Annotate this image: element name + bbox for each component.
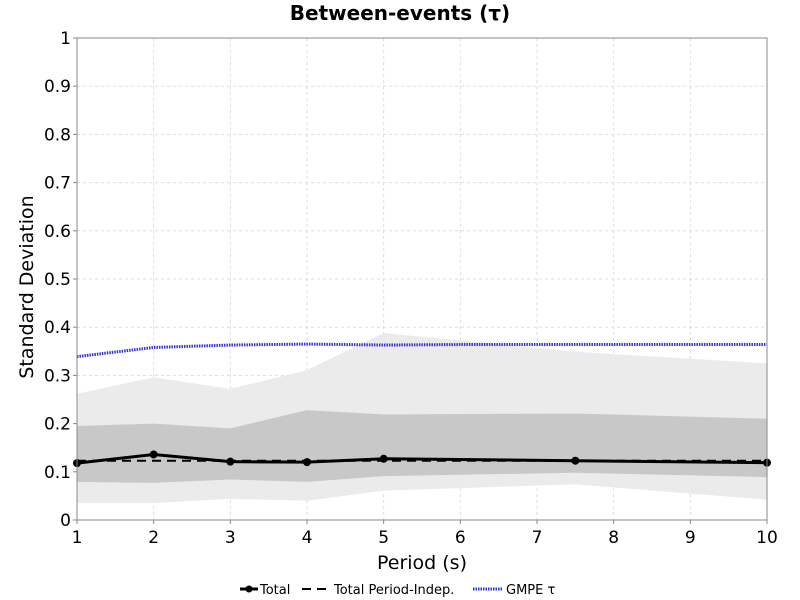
x-tick-label-4: 5 [378,528,389,548]
series-0-point-3 [303,458,311,467]
legend-marker-0 [245,585,253,593]
x-tick-label-7: 8 [608,528,619,548]
axis-ticks: 1 2 3 4 5 6 7 8 9 10 0 0.1 0.2 0.3 0.4 0.5 0.6 0.7 0.8 0.9 1 [44,29,778,548]
y-tick-label-4: 0.4 [44,318,71,338]
y-tick-label-1: 0.1 [44,463,71,483]
y-tick-label-9: 0.9 [44,77,71,97]
y-axis-label: Standard Deviation [16,195,38,378]
series-line-2 [76,342,767,359]
y-tick-label-8: 0.8 [44,125,71,145]
x-tick-label-2: 3 [225,528,236,548]
legend-label-0: Total [259,583,290,598]
x-tick-label-8: 9 [685,528,696,548]
x-tick-label-9: 10 [756,528,778,548]
series-group [73,342,771,468]
y-tick-label-6: 0.6 [44,222,71,242]
band-1 [77,410,767,483]
series-0-point-4 [379,454,388,463]
y-tick-label-3: 0.3 [44,366,71,386]
x-axis-label: Period (s) [377,552,467,574]
y-tick-label-2: 0.2 [44,415,71,435]
legend-label-2: GMPE τ [506,583,555,598]
series-0-point-2 [226,457,235,466]
series-0-point-1 [149,450,158,459]
x-tick-label-0: 1 [72,528,83,548]
x-tick-label-3: 4 [302,528,313,548]
x-tick-label-1: 2 [148,528,159,548]
legend: Total Total Period-Indep. GMPE τ [240,583,555,598]
legend-label-1: Total Period-Indep. [333,583,454,598]
y-tick-label-7: 0.7 [44,174,71,194]
y-tick-label-0: 0 [60,511,71,531]
y-tick-label-5: 0.5 [44,270,71,290]
x-tick-label-6: 7 [532,528,543,548]
y-tick-label-10: 1 [60,29,71,49]
series-0-point-5 [571,456,580,465]
x-tick-label-5: 6 [455,528,466,548]
chart-title: Between-events (τ) [290,1,510,25]
